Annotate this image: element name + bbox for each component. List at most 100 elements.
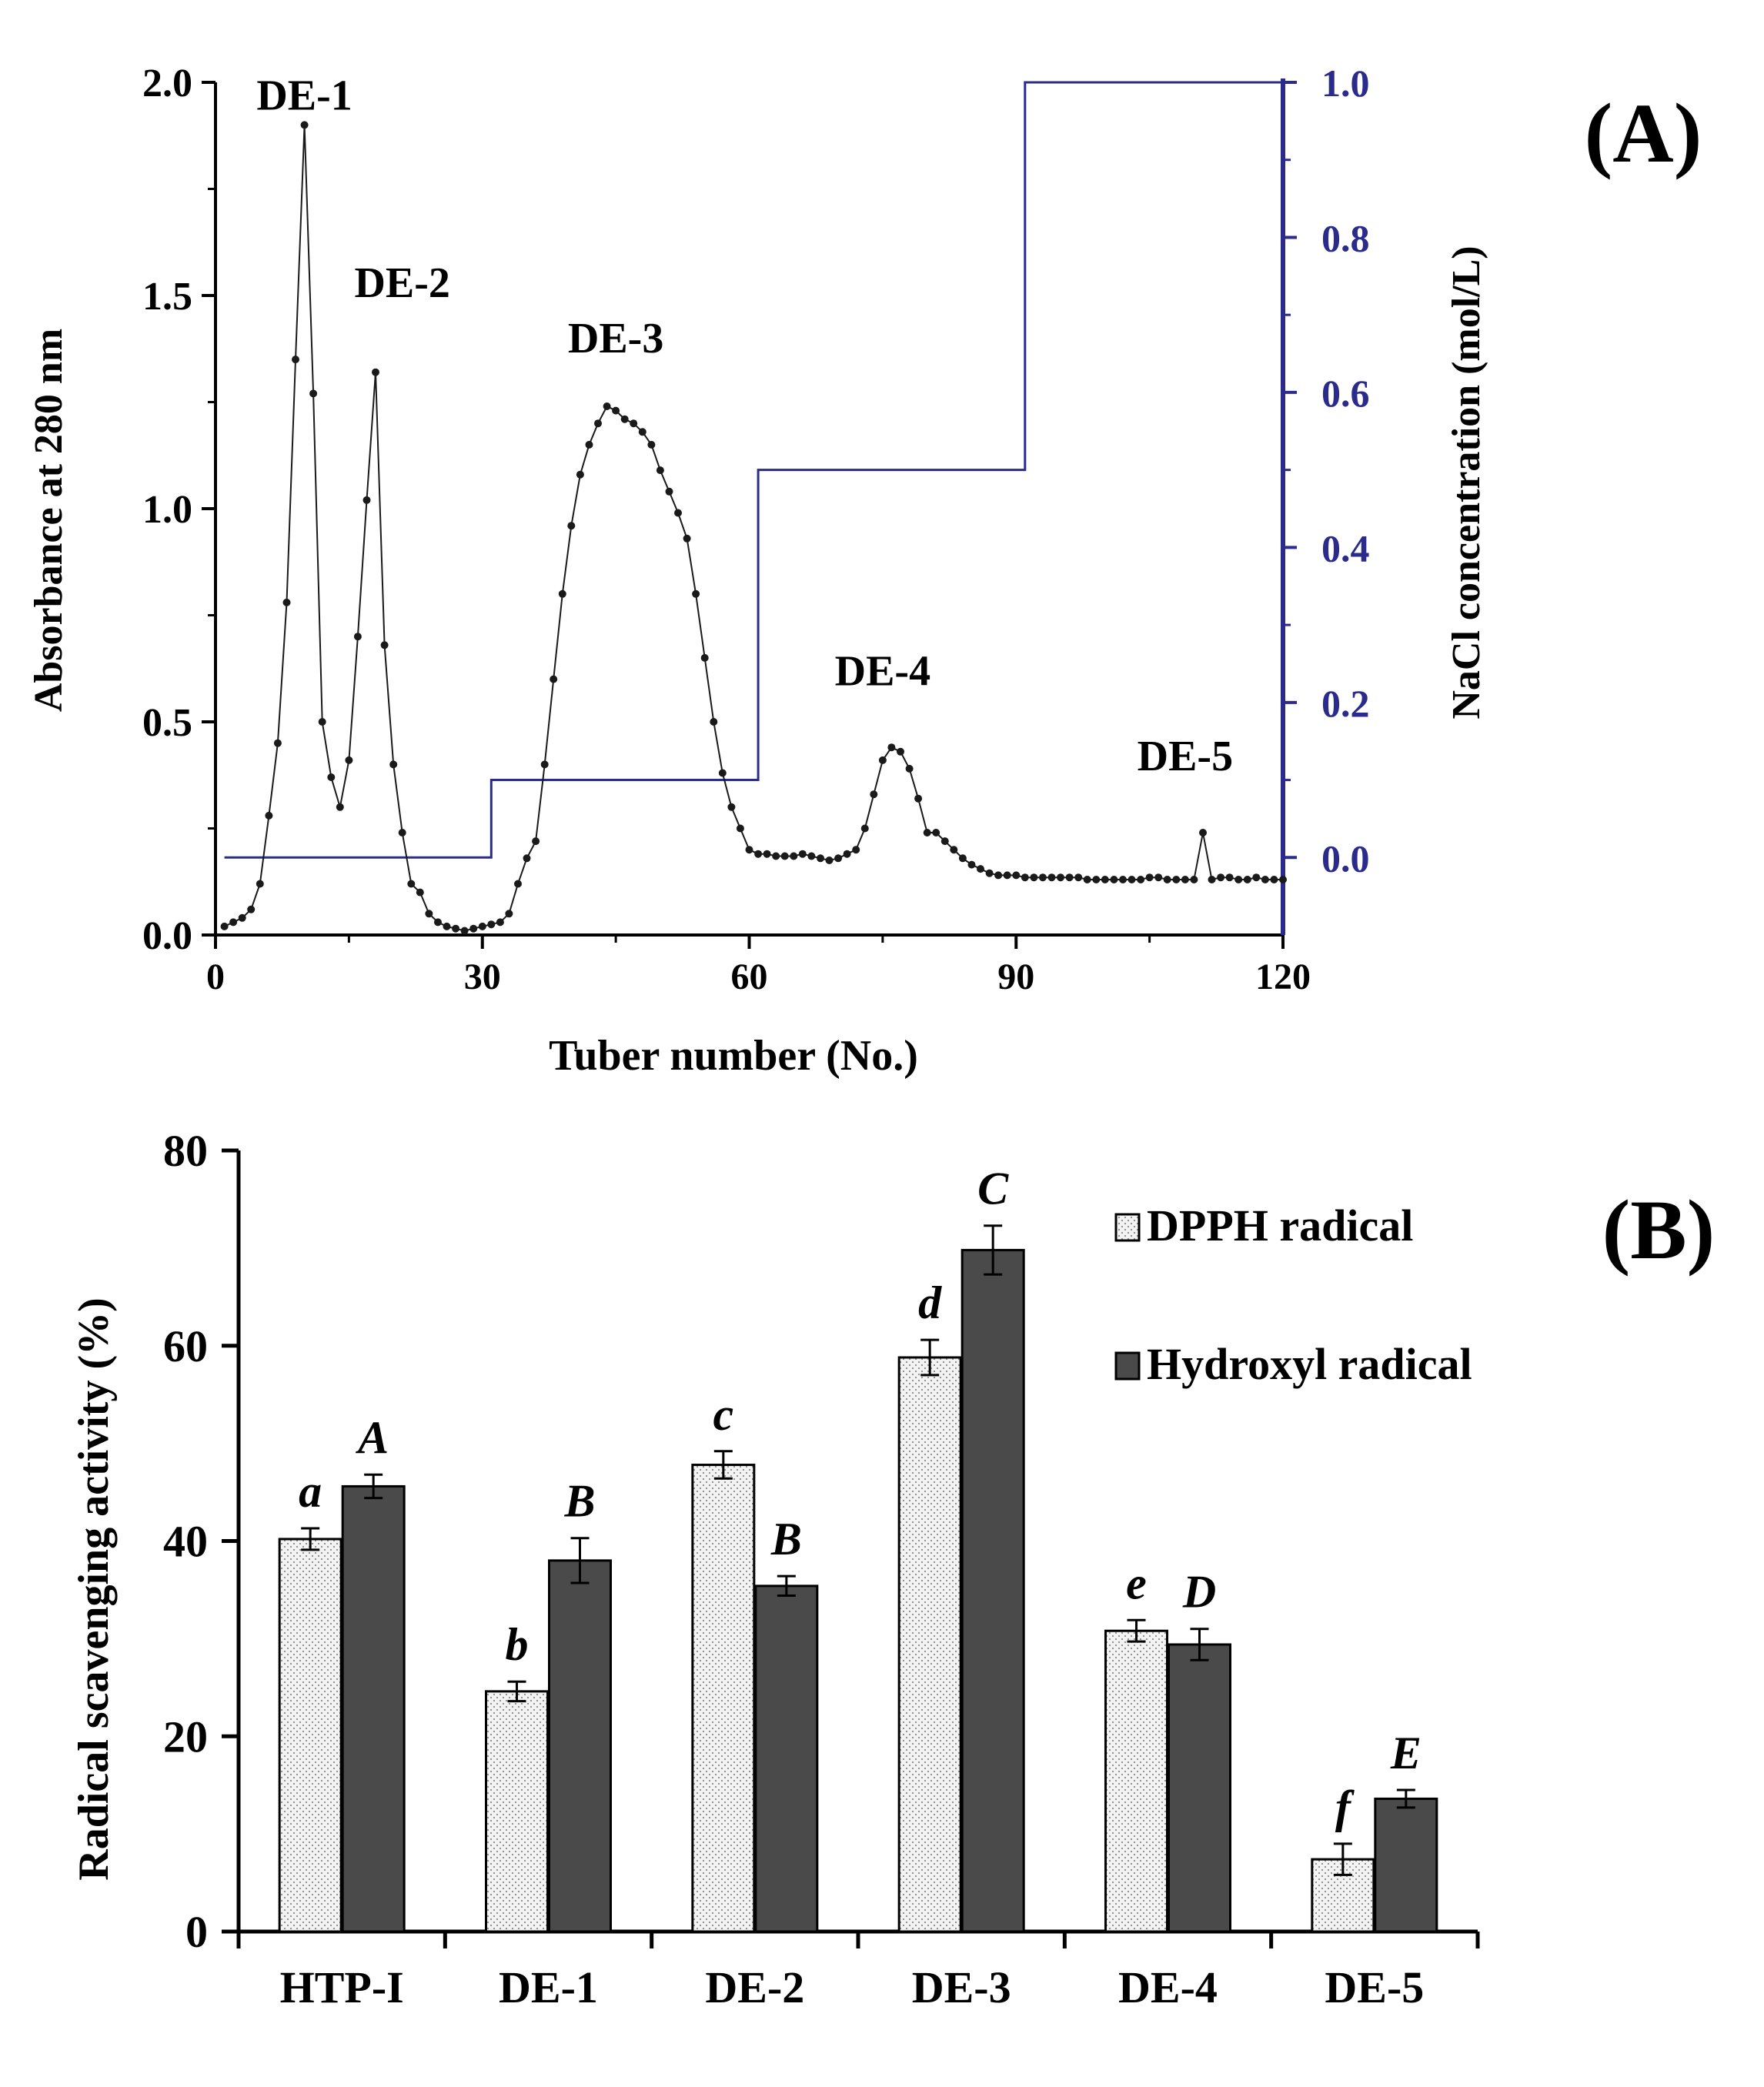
absorbance-point [353, 633, 362, 641]
significance-letter: E [1390, 1728, 1422, 1778]
legend-label-hydroxyl: Hydroxyl radical [1147, 1339, 1472, 1389]
absorbance-point [238, 913, 246, 922]
significance-letter: b [506, 1619, 529, 1670]
panel-a-y2-label: NaCl concentration (mol/L) [1445, 245, 1488, 719]
absorbance-point [1057, 873, 1064, 882]
panel-b-category-label: DE-4 [1118, 1962, 1218, 2012]
panel-b-axes: 0 20 40 60 80 HTP-I DE-1 DE-2 DE-3 DE-4 DE-5 [163, 1126, 1480, 2012]
absorbance-point [389, 760, 398, 769]
absorbance-point [665, 487, 673, 496]
absorbance-point [505, 910, 513, 918]
absorbance-point [452, 924, 460, 933]
absorbance-point [1190, 876, 1198, 883]
absorbance-point [683, 534, 691, 543]
absorbance-point [380, 641, 389, 649]
panel-a-y-tick-label: 1.5 [142, 275, 192, 319]
panel-b-y-tick-label: 20 [163, 1711, 208, 1761]
absorbance-point [594, 419, 602, 428]
absorbance-point [336, 803, 344, 811]
absorbance-point [1279, 876, 1287, 883]
legend: DPPH radical Hydroxyl radical [1114, 1200, 1472, 1389]
absorbance-point [612, 406, 620, 415]
absorbance-point [887, 743, 896, 752]
absorbance-point [977, 865, 984, 873]
absorbance-point [273, 739, 282, 747]
panel-b-y-tick-label: 40 [163, 1517, 208, 1567]
absorbance-point [1145, 873, 1154, 882]
panel-a-y2-tick-label: 1.0 [1321, 62, 1370, 105]
absorbance-point [523, 854, 531, 863]
panel-b-y-tick-label: 0 [185, 1907, 208, 1957]
absorbance-point [567, 522, 576, 530]
absorbance-point [496, 918, 504, 927]
panel-b-category-label: DE-3 [912, 1962, 1011, 2012]
panel-a-x-label: Tuber number (No.) [549, 1032, 918, 1080]
peak-labels: DE-1 DE-2 DE-3 DE-4 DE-5 [256, 72, 1233, 780]
absorbance-point [327, 773, 336, 781]
panel-a-axes: 0.0 0.5 1.0 1.5 2.0 0 30 60 90 120 0.0 0.2 0.4 0.6 0.8… [142, 62, 1370, 997]
absorbance-point [443, 922, 451, 930]
absorbance-point [825, 857, 834, 864]
absorbance-point [1154, 873, 1163, 882]
absorbance-point [425, 910, 433, 918]
absorbance-point [229, 918, 238, 927]
absorbance-point [656, 466, 664, 475]
peak-label: DE-3 [568, 315, 663, 362]
absorbance-point [1137, 876, 1145, 883]
panel-a-y-tick-label: 0.5 [142, 701, 192, 745]
dpph-bar [278, 1538, 342, 1933]
dpph-bar [485, 1690, 549, 1933]
absorbance-point [318, 718, 326, 726]
absorbance-point [638, 428, 646, 436]
legend-label-dpph: DPPH radical [1147, 1200, 1413, 1251]
peak-label: DE-5 [1138, 733, 1233, 780]
absorbance-point [950, 846, 958, 854]
panel-a-x-tick-label: 30 [464, 957, 501, 997]
absorbance-point [870, 790, 878, 799]
absorbance-point [852, 846, 860, 854]
panel-b-label: (B) [1602, 1183, 1716, 1277]
absorbance-point [514, 880, 522, 888]
absorbance-point [1199, 829, 1207, 836]
absorbance-point [487, 920, 496, 929]
panel-b-bars: aAb Bc Bd Ce DfE [278, 1164, 1438, 1933]
absorbance-point [1110, 876, 1118, 883]
absorbance-point [914, 794, 923, 803]
absorbance-point [897, 747, 904, 756]
significance-letter: C [977, 1164, 1009, 1214]
absorbance-point [727, 803, 736, 811]
absorbance-point [754, 850, 763, 858]
dpph-bar [1104, 1629, 1168, 1933]
absorbance-point [1163, 876, 1171, 883]
hydroxyl-bar [1374, 1797, 1438, 1933]
absorbance-point [460, 927, 469, 935]
absorbance-point [1225, 873, 1234, 882]
absorbance-point [1119, 876, 1127, 883]
absorbance-point [1234, 876, 1243, 883]
absorbance-point [1252, 873, 1261, 882]
absorbance-line [224, 125, 1283, 932]
absorbance-point [834, 854, 843, 863]
absorbance-point [745, 846, 753, 854]
significance-letter: e [1126, 1558, 1147, 1608]
significance-letter: A [355, 1412, 389, 1463]
absorbance-point [1065, 873, 1074, 882]
absorbance-point [994, 871, 1003, 880]
hydroxyl-bar [754, 1584, 819, 1933]
panel-a-y2-tick-label: 0.0 [1321, 836, 1370, 880]
panel-b-y-tick-label: 80 [163, 1126, 208, 1176]
panel-b-category-label: HTP-I [280, 1962, 404, 2012]
absorbance-point [550, 675, 558, 683]
panel-a-y-tick-label: 0.0 [142, 914, 192, 958]
panel-b-category-label: DE-2 [705, 1962, 804, 2012]
panel-a-y2-tick-label: 0.2 [1321, 682, 1370, 725]
absorbance-point [780, 852, 789, 860]
absorbance-point [1217, 873, 1225, 882]
panel-b-bar-chart: 0 20 40 60 80 HTP-I DE-1 DE-2 DE-3 DE-4 DE-5 aAb Bc… [70, 1126, 1715, 2012]
absorbance-point [718, 769, 727, 777]
absorbance-point [1181, 876, 1189, 883]
panel-a-y-tick-label: 1.0 [142, 488, 192, 532]
absorbance-point [469, 924, 478, 933]
panel-b-y-tick-label: 60 [163, 1321, 208, 1371]
absorbance-point [434, 918, 442, 927]
